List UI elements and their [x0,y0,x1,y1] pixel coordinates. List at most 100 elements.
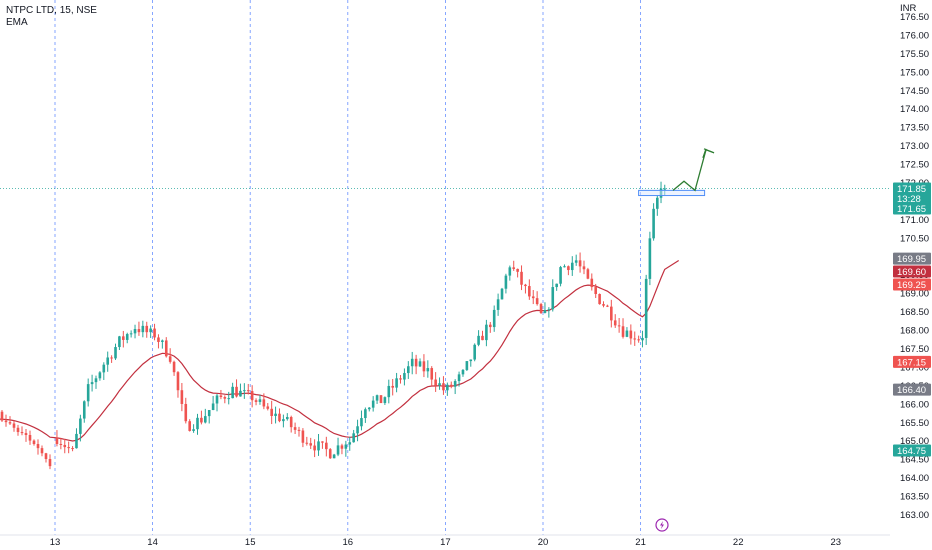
candle-body [282,419,285,422]
price-tick-label: 176.50 [900,12,929,23]
candle-body [547,309,551,311]
candle-body [555,283,558,288]
candle-body [258,399,262,402]
candle-body [141,325,145,333]
candle-body [204,416,207,423]
price-tick-label: 164.50 [900,455,929,466]
time-axis[interactable]: 13 14 15 16 17 20 21 22 23 [0,534,890,548]
candle-body [375,395,379,401]
candle-body [407,366,410,374]
candle-body [36,444,40,449]
candle-body [172,361,176,373]
candle-body [188,421,191,431]
price-tick-label: 163.00 [900,510,929,521]
price-tag-label: 171.65 [897,204,926,215]
indicator-label-ema[interactable]: EMA [6,17,28,28]
candle-body [594,287,598,295]
chart-symbol-title[interactable]: NTPC LTD, 15, NSE [6,5,97,16]
candle-body [652,208,655,239]
candle-body [621,326,625,337]
ema-line [0,259,680,442]
candle-body [539,304,543,313]
candle-body [28,435,32,441]
candle-body [153,328,156,338]
candle-body [0,411,4,421]
candle-body [633,338,637,340]
price-tick-label: 167.50 [900,344,929,355]
time-tick-label: 14 [147,537,158,548]
price-tick-label: 164.00 [900,473,929,484]
candle-body [59,443,63,445]
price-tag-box [893,202,931,215]
candle-body [492,309,496,328]
candle-body [63,444,67,448]
candle-body [176,372,180,391]
candle-body [55,437,59,444]
candle-body [488,324,492,328]
candle-body [563,266,566,268]
price-tag-box [893,182,931,195]
price-tick-label: 174.00 [900,104,929,115]
candle-body [442,383,445,391]
candle-body [309,443,313,446]
price-tag-box [893,383,931,396]
price-tick-label: 168.00 [900,326,929,337]
candle-body [528,286,531,297]
price-tag-box [893,355,931,368]
candle-body [399,378,402,380]
support-box [638,189,706,197]
candle-body [512,267,516,269]
candle-body [602,304,605,306]
candle-body [321,441,324,443]
candle-body [149,328,152,333]
candle-body [24,433,28,436]
candle-body [223,397,227,399]
candle-body [227,398,231,400]
price-tag-box [893,252,931,265]
lightning-icon[interactable] [655,518,669,532]
projection-path [672,149,707,192]
candle-body [297,429,301,431]
price-tag-box [893,278,931,291]
currency-label: INR [900,3,917,14]
candle-body [332,454,336,459]
candle-body [648,238,652,279]
price-tick-label: 174.50 [900,86,929,97]
candle-body [387,385,391,398]
candle-body [496,299,500,310]
time-tick-label: 15 [245,537,256,548]
candle-body [90,382,94,385]
candle-body [289,417,293,428]
candle-body [449,384,453,387]
price-tick-label: 176.00 [900,30,929,41]
price-tick-label: 173.50 [900,123,929,134]
candle-body [137,329,141,333]
candle-body [180,390,184,404]
candle-body [516,268,519,272]
candle-body [582,266,586,270]
candle-body [184,403,188,422]
candle-body [610,306,613,321]
candle-body [4,420,8,423]
price-tag-label: 166.40 [897,385,926,396]
candle-body [20,432,24,434]
candle-body [391,385,394,388]
candle-body [570,262,574,271]
candle-body [145,325,149,333]
time-tick-label: 23 [831,537,842,548]
candle-body [469,359,473,362]
candle-body [102,364,106,373]
candle-body [235,386,238,397]
candle-body [457,374,461,382]
candle-body [75,433,78,449]
candle-body [250,391,254,401]
price-tag-label: 169.95 [897,254,926,265]
price-tag-label: 169.25 [897,280,926,291]
candle-body [164,340,168,357]
candle-body [508,267,512,276]
price-tick-label: 175.50 [900,49,929,60]
candle-body [504,275,508,289]
candle-body [344,444,348,449]
